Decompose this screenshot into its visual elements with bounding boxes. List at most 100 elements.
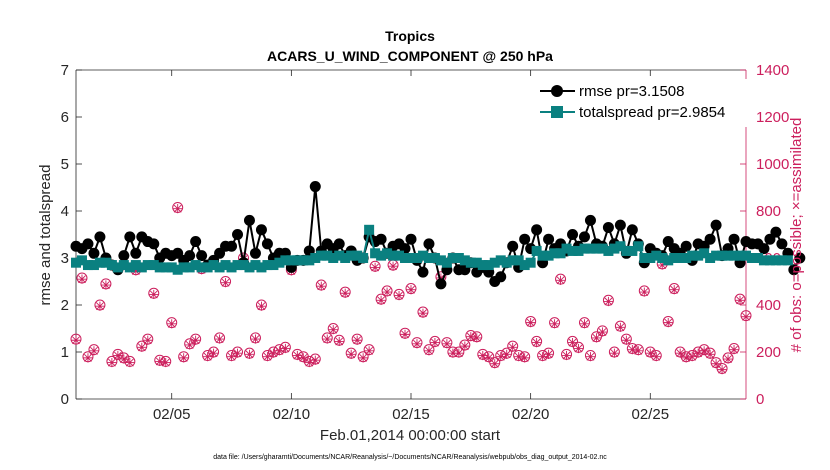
obs-assimilated-point [167,319,177,329]
totalspread-point [770,255,781,266]
totalspread-point [286,255,297,266]
obs-assimilated-point [155,356,165,366]
totalspread-point [567,245,578,256]
totalspread-point [124,262,135,273]
obs-assimilated-point [274,346,284,356]
rmse-point [770,226,782,238]
totalspread-point [352,250,363,261]
obs-assimilated-point [627,345,637,355]
rmse-point [333,238,345,250]
y-tick-label-left: 4 [61,203,69,220]
totalspread-point [184,262,195,273]
totalspread-point [112,262,123,273]
totalspread-point [232,260,243,271]
obs-assimilated-point [95,301,105,311]
obs-assimilated-point [621,335,631,345]
obs-assimilated-point [322,334,332,344]
x-axis-label: Feb.01,2014 00:00:00 start [320,427,501,444]
obs-assimilated-point [310,355,320,365]
rmse-point [94,231,106,243]
totalspread-point [525,257,536,268]
totalspread-point [214,262,225,273]
rmse-point [495,271,507,283]
totalspread-point [400,253,411,263]
obs-assimilated-point [382,287,392,297]
totalspread-point [238,260,249,271]
legend-item: rmse pr=3.1508 [540,83,684,100]
rmse-point [728,233,740,245]
totalspread-point [663,255,674,266]
obs-assimilated-point [424,346,434,356]
obs-assimilated-point [532,338,542,348]
totalspread-point [298,255,309,266]
obs-assimilated-point [137,342,147,352]
obs-assimilated-point [609,348,619,358]
rmse-point [255,224,267,236]
rmse-point [130,247,142,259]
obs-assimilated-point [585,352,596,362]
totalspread-point [406,253,416,263]
obs-assimilated-point [107,357,117,368]
obs-assimilated-point [298,353,308,363]
obs-assimilated-point [693,348,703,358]
rmse-point [243,214,255,226]
x-axis: 02/05 02/10 02/15 02/20 02/25 [153,70,669,423]
rmse-point [190,236,202,248]
totalspread-point [603,245,614,256]
obs-assimilated-point [436,273,446,283]
rmse-point [567,229,579,240]
obs-assimilated-point [214,334,225,344]
obs-assimilated-point [472,333,482,343]
rmse-point [614,219,626,231]
rmse-point [531,224,543,236]
obs-assimilated-point [573,343,584,354]
obs-assimilated-point [89,346,99,356]
totalspread-point [346,250,357,261]
obs-assimilated-point [280,343,290,354]
chart-title: Tropics [385,28,435,44]
obs-assimilated-point [502,349,512,359]
obs-assimilated-point [388,261,398,271]
rmse-point [776,238,788,250]
totalspread-point [292,255,303,266]
series-totalspread [71,224,793,275]
obs-assimilated-point [687,352,697,362]
obs-assimilated-point [394,291,404,301]
rmse-point [680,240,692,252]
y-tick-label-right: 1200 [756,109,789,126]
totalspread-point [316,250,327,261]
obs-assimilated-point [490,359,500,369]
obs-assimilated-point [478,350,488,361]
obs-assimilated-point [484,353,494,363]
legend-marker-square [551,106,563,118]
obs-assimilated-point [514,352,524,362]
totalspread-point [136,262,147,273]
obs-assimilated-point [508,342,518,352]
totalspread-point [190,260,201,271]
totalspread-point [681,253,692,263]
y-tick-label-right: 1400 [756,62,789,79]
y-axis-label-right: # of obs: o=possible; ×=assimilated [788,118,805,353]
totalspread-point [639,253,650,263]
totalspread-point [764,255,775,266]
totalspread-point [591,243,602,254]
totalspread-point [513,255,524,266]
obs-assimilated-point [561,350,572,361]
totalspread-point [196,262,207,273]
rmse-point [118,250,130,262]
rmse-point [184,250,196,262]
obs-assimilated-point [161,357,171,368]
totalspread-point [453,253,464,263]
obs-assimilated-point [340,288,350,298]
obs-assimilated-point [220,278,231,288]
totalspread-point [741,250,751,261]
totalspread-point [88,260,99,271]
totalspread-point [304,255,315,266]
totalspread-point [178,262,189,273]
obs-assimilated-point [143,335,153,345]
totalspread-point [669,253,680,263]
totalspread-point [262,260,273,271]
totalspread-point [220,260,231,271]
obs-assimilated-point [579,319,590,329]
obs-assimilated-point [717,365,727,375]
